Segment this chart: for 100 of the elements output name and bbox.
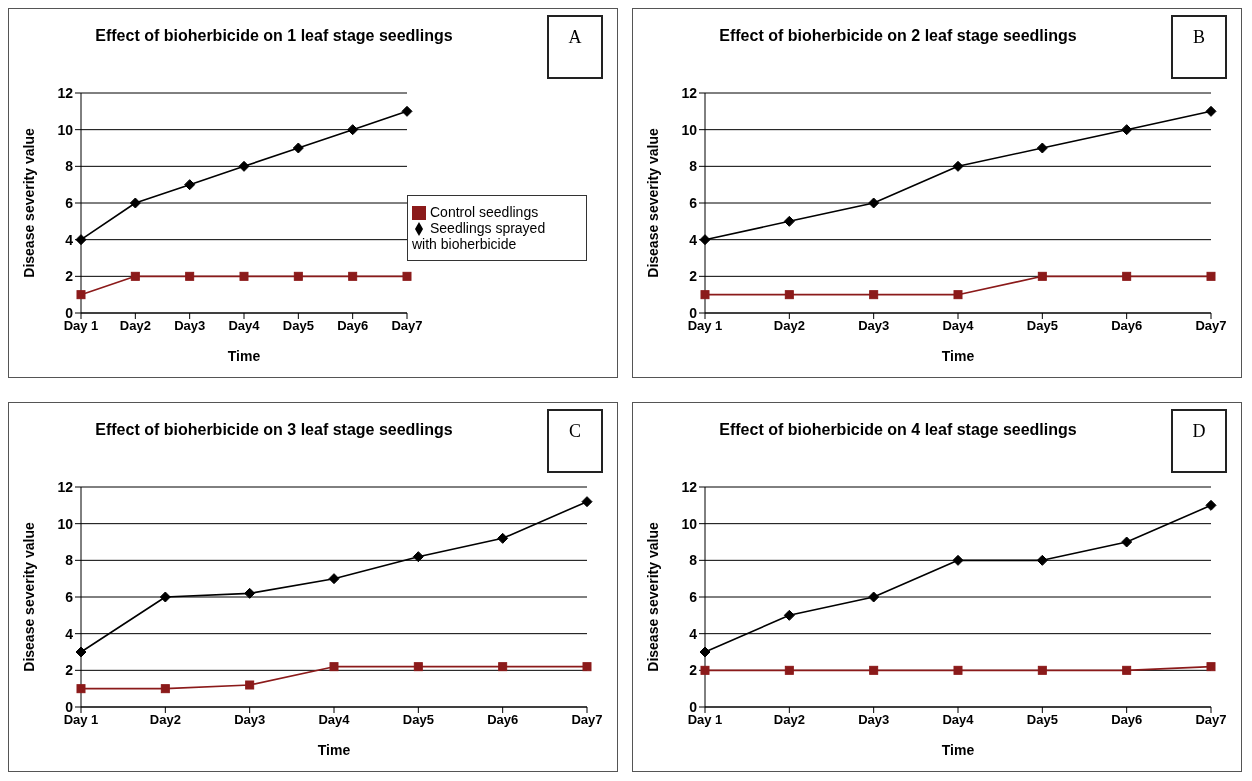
y-tick-label: 12	[57, 478, 74, 495]
y-tick-label: 8	[689, 552, 698, 569]
text: B	[1171, 15, 1227, 79]
x-tick-label: Day4	[318, 712, 351, 728]
x-tick-label: Day7	[391, 318, 423, 334]
y-tick-label: 0	[65, 698, 74, 715]
x-tick-label: Day7	[571, 712, 603, 728]
y-tick-label: 10	[681, 121, 698, 138]
y-axis-title: Disease severity value	[20, 522, 37, 672]
point	[347, 124, 359, 136]
point	[1121, 536, 1133, 548]
x-tick-label: Day4	[228, 318, 261, 334]
point	[402, 271, 412, 281]
point	[185, 271, 195, 281]
x-tick-label: Day5	[1026, 318, 1058, 334]
y-tick-label: 2	[689, 662, 698, 679]
x-tick-label: Day3	[174, 318, 206, 334]
y-tick-label: 6	[65, 588, 74, 605]
x-axis-title: Time	[227, 348, 261, 364]
point	[784, 290, 794, 300]
x-axis-title: Time	[317, 742, 351, 758]
y-tick-label: 12	[681, 84, 698, 101]
point	[869, 665, 879, 675]
point	[1206, 662, 1216, 672]
point	[1036, 142, 1048, 154]
x-axis-title: Time	[941, 742, 975, 758]
point	[329, 662, 339, 672]
y-tick-label: 4	[689, 231, 698, 248]
point	[953, 665, 963, 675]
x-tick-label: Day2	[773, 318, 805, 334]
x-tick-label: Day7	[1195, 712, 1227, 728]
point	[129, 197, 141, 209]
y-tick-label: 4	[65, 625, 74, 642]
point	[1122, 665, 1132, 675]
y-axis-title: Disease severity value	[20, 128, 37, 278]
text: D	[1171, 409, 1227, 473]
point	[784, 665, 794, 675]
x-tick-label: Day 1	[63, 712, 99, 728]
point	[245, 680, 255, 690]
point	[869, 290, 879, 300]
y-tick-label: 4	[689, 625, 698, 642]
point	[401, 105, 413, 117]
y-tick-label: 6	[689, 194, 698, 211]
x-tick-label: Day5	[282, 318, 314, 334]
point	[244, 587, 256, 599]
point	[328, 573, 340, 585]
y-tick-label: 2	[65, 268, 74, 285]
y-tick-label: 12	[681, 478, 698, 495]
chart-title: Effect of bioherbicide on 3 leaf stage seedlings	[94, 421, 454, 439]
point	[1121, 124, 1133, 136]
x-tick-label: Day 1	[63, 318, 99, 334]
x-tick-label: Day6	[1111, 318, 1143, 334]
point	[498, 662, 508, 672]
point	[868, 197, 880, 209]
point	[76, 290, 86, 300]
x-tick-label: Day3	[858, 318, 890, 334]
x-tick-label: Day5	[402, 712, 434, 728]
point	[700, 290, 710, 300]
point	[1037, 271, 1047, 281]
point	[348, 271, 358, 281]
y-tick-label: 6	[65, 194, 74, 211]
y-tick-label: 2	[689, 268, 698, 285]
point	[159, 591, 171, 603]
chart-title: Effect of bioherbicide on 1 leaf stage seedlings	[94, 27, 454, 45]
y-axis-title: Disease severity value	[644, 522, 661, 672]
point	[699, 646, 711, 658]
chart-title: Effect of bioherbicide on 2 leaf stage seedlings	[718, 27, 1078, 45]
y-tick-label: 0	[689, 698, 698, 715]
y-tick-label: 12	[57, 84, 74, 101]
y-tick-label: 10	[681, 515, 698, 532]
x-tick-label: Day2	[119, 318, 151, 334]
x-tick-label: Day6	[1111, 712, 1143, 728]
point	[75, 646, 87, 658]
y-tick-label: 8	[689, 158, 698, 175]
point	[1036, 554, 1048, 566]
x-tick-label: Day2	[773, 712, 805, 728]
point	[1037, 665, 1047, 675]
x-tick-label: Day 1	[687, 318, 723, 334]
x-tick-label: Day5	[1026, 712, 1058, 728]
point	[952, 160, 964, 172]
y-tick-label: 0	[689, 304, 698, 321]
point	[783, 609, 795, 621]
point	[953, 290, 963, 300]
point	[130, 271, 140, 281]
point	[1205, 499, 1217, 511]
point	[293, 271, 303, 281]
x-tick-label: Day3	[234, 712, 266, 728]
x-tick-label: Day7	[1195, 318, 1227, 334]
point	[292, 142, 304, 154]
y-tick-label: 10	[57, 515, 74, 532]
legend-label: Control seedlings	[430, 203, 539, 220]
y-tick-label: 4	[65, 231, 74, 248]
point	[582, 662, 592, 672]
y-tick-label: 2	[65, 662, 74, 679]
x-tick-label: Day2	[149, 712, 181, 728]
point	[160, 684, 170, 694]
x-tick-label: Day6	[487, 712, 519, 728]
y-axis-title: Disease severity value	[644, 128, 661, 278]
point	[1205, 105, 1217, 117]
x-tick-label: Day4	[942, 712, 975, 728]
